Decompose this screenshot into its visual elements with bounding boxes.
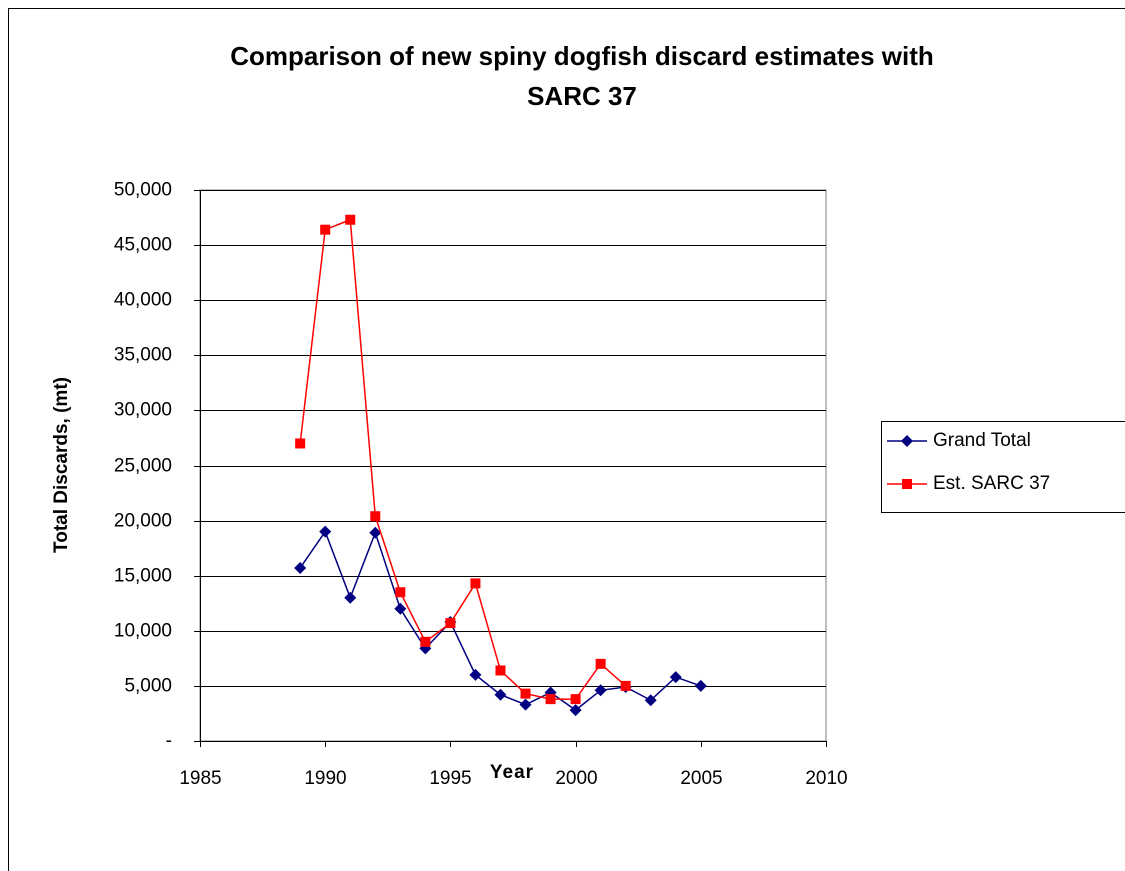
chart-title: SARC 37: [527, 81, 637, 111]
marker: [295, 438, 306, 449]
marker: [494, 688, 507, 701]
marker: [495, 665, 506, 676]
marker: [345, 214, 356, 225]
marker: [545, 694, 556, 705]
x-tick-label: 2000: [555, 768, 597, 789]
marker: [445, 618, 456, 629]
y-tick-label: -: [166, 731, 172, 752]
y-tick-label: 15,000: [114, 566, 172, 587]
marker: [594, 684, 607, 697]
y-tick-label: 20,000: [114, 511, 172, 532]
marker: [570, 694, 581, 705]
y-axis-label: Total Discards, (mt): [51, 377, 72, 553]
marker: [344, 591, 357, 604]
marker: [669, 671, 682, 684]
marker: [569, 704, 582, 717]
marker: [395, 587, 406, 598]
y-tick-label: 40,000: [114, 290, 172, 311]
x-tick-label: 1995: [429, 768, 471, 789]
marker: [394, 602, 407, 615]
y-tick-label: 50,000: [114, 180, 172, 201]
marker: [595, 658, 606, 669]
x-tick-label: 2005: [680, 768, 722, 789]
marker: [520, 688, 531, 699]
marker: [369, 526, 382, 539]
marker: [902, 479, 912, 489]
marker: [694, 679, 707, 692]
marker: [469, 668, 482, 681]
y-tick-label: 45,000: [114, 235, 172, 256]
legend-label: Est. SARC 37: [933, 473, 1050, 494]
y-tick-label: 35,000: [114, 345, 172, 366]
marker: [519, 698, 532, 711]
x-tick-label: 1990: [304, 768, 346, 789]
marker: [370, 511, 381, 522]
x-tick-label: 1985: [179, 768, 221, 789]
marker: [319, 525, 332, 538]
x-tick-label: 2010: [805, 768, 847, 789]
plot-area: [199, 189, 827, 742]
legend-box: [881, 421, 1125, 513]
legend-label: Grand Total: [933, 430, 1031, 451]
marker: [320, 224, 331, 235]
y-tick-label: 5,000: [124, 676, 172, 697]
y-tick-label: 10,000: [114, 621, 172, 642]
chart-title: Comparison of new spiny dogfish discard …: [230, 41, 934, 71]
marker: [644, 694, 657, 707]
y-tick-label: 30,000: [114, 400, 172, 421]
marker: [294, 561, 307, 574]
marker: [420, 636, 431, 647]
marker: [470, 578, 481, 589]
marker: [901, 435, 913, 447]
marker: [620, 680, 631, 691]
x-axis-label: Year: [490, 762, 534, 783]
y-tick-label: 25,000: [114, 456, 172, 477]
